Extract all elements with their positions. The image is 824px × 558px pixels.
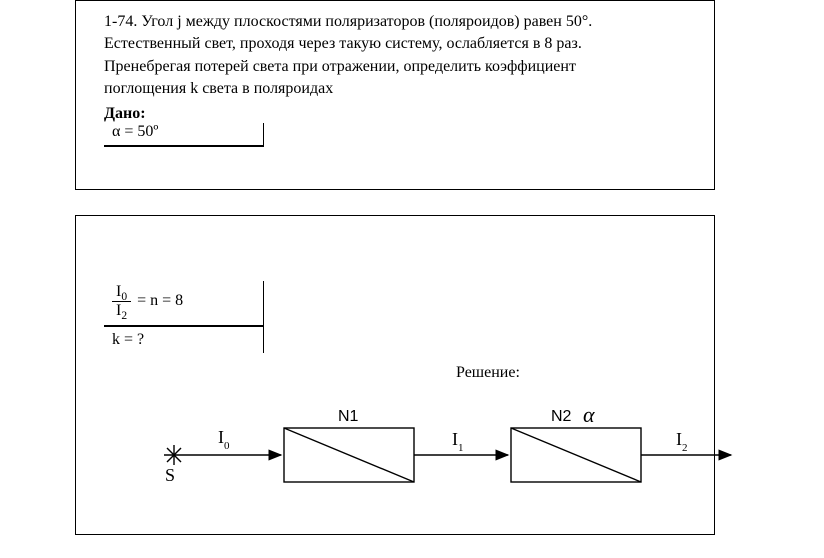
line4: поглощения k света в поляроидах: [104, 80, 333, 97]
bottom-panel: I0 I2 = n = 8 k = ? Решение:: [75, 215, 715, 535]
k-question: k = ?: [104, 327, 264, 353]
S-label: S: [165, 465, 175, 485]
top-panel: 1-74. Угол j между плоскостями поляризат…: [75, 0, 715, 190]
fraction-I0-I2: I0 I2: [112, 283, 131, 319]
alpha-line: α = 50º: [112, 123, 158, 141]
N1-label: N1: [338, 408, 359, 425]
given-upper: I0 I2 = n = 8: [104, 281, 264, 325]
alpha-label: α: [583, 402, 595, 427]
I2-label: I2: [676, 429, 688, 454]
given-block: I0 I2 = n = 8 k = ?: [104, 281, 264, 353]
N2-label: N2: [551, 408, 572, 425]
optics-diagram: S I0 N1 I1 N2 α I2: [156, 385, 756, 505]
line1: Угол j между плоскостями поляризаторов (…: [141, 13, 592, 30]
polarizer-N2-diag: [511, 428, 641, 482]
eq-n-8: = n = 8: [137, 292, 183, 309]
given-box-top: α = 50º: [104, 123, 264, 147]
I0-label: I0: [218, 427, 230, 452]
line2: Естественный свет, проходя через такую с…: [104, 35, 582, 52]
frac-den-sub: 2: [121, 310, 127, 322]
polarizer-N1-diag: [284, 428, 414, 482]
line3: Пренебрегая потерей света при отражении,…: [104, 58, 576, 75]
solution-label: Решение:: [456, 364, 520, 382]
I1-label: I1: [452, 429, 464, 454]
problem-text: 1-74. Угол j между плоскостями поляризат…: [104, 11, 686, 101]
dano-label: Дано:: [104, 105, 686, 123]
source-star-icon: [164, 445, 184, 465]
problem-number: 1-74.: [104, 13, 137, 30]
